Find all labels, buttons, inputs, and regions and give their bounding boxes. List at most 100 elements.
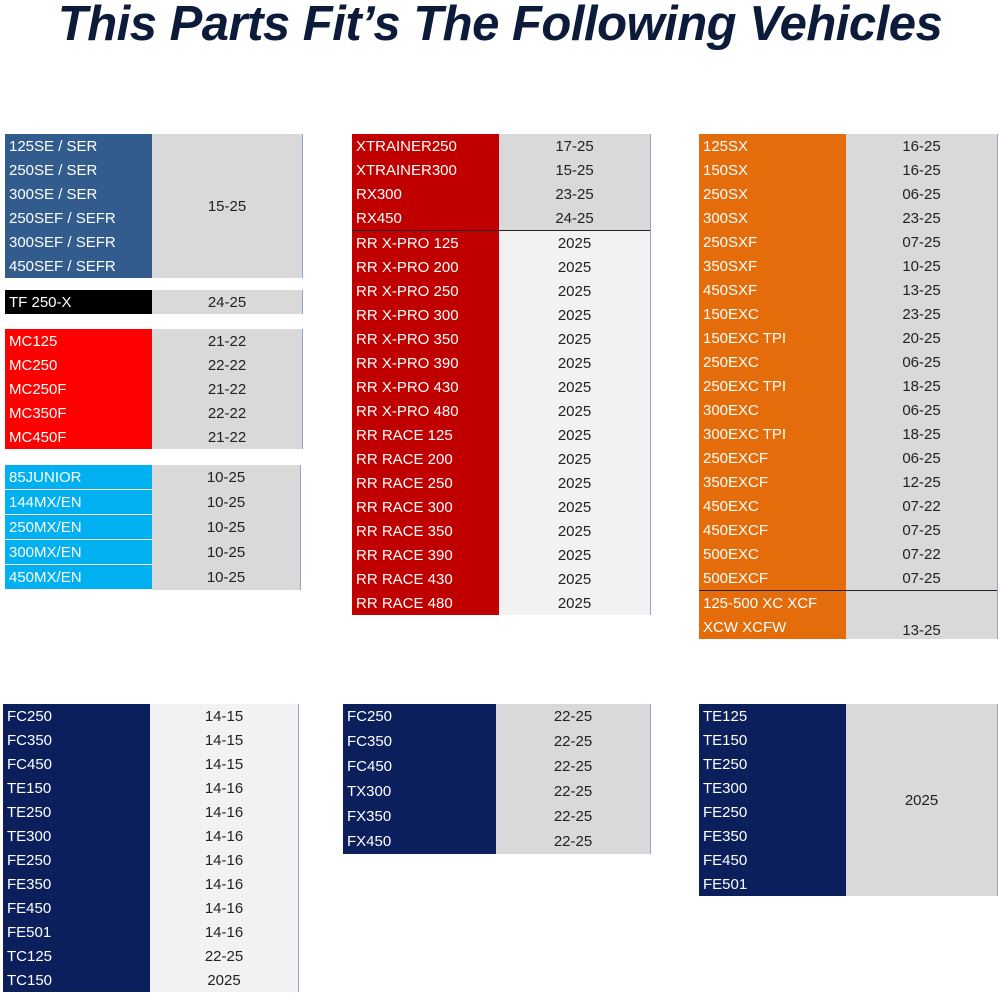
model-years: 21-22 [152,329,303,353]
vehicle-model: 250SE / SER [5,158,152,182]
vehicle-model: RR X-PRO 125 [352,230,499,255]
vehicle-model: TE300 [699,776,846,800]
fitment-table: XTRAINER250 17-25 XTRAINER300 15-25 RX300 23-… [352,134,651,615]
fitment-table: FC250 14-15 FC350 14-15 FC450 14-15 TE150 14-16… [3,704,299,992]
table-row: FC450 22-25 [343,754,651,779]
vehicle-model: 300SX [699,206,846,230]
model-years: 2025 [499,327,651,351]
table-row: RX450 24-25 [352,206,651,231]
model-years: 2025 [499,495,651,519]
table-row: 300SEF / SEFR [5,230,303,254]
vehicle-model: FE350 [3,872,150,896]
vehicle-model: RX300 [352,182,499,206]
table-row: 350EXCF 12-25 [699,470,998,494]
table-row: FC250 14-15 [3,704,299,728]
model-years: 10-25 [152,489,301,515]
model-years: 06-25 [846,350,998,374]
fitment-table: FC250 22-25 FC350 22-25 FC450 22-25 TX300 22-25… [343,704,651,854]
table-row: RR X-PRO 250 2025 [352,279,651,303]
vehicle-model: FC350 [343,729,496,754]
vehicle-model: FC450 [343,754,496,779]
model-years: 2025 [499,519,651,543]
model-years: 13-25 [846,278,998,302]
vehicle-model: FE501 [3,920,150,944]
table-row: XCW XCFW [699,615,998,639]
table-row: 450MX/EN 10-25 [5,564,301,590]
vehicle-model: RR X-PRO 250 [352,279,499,303]
vehicle-model: 250MX/EN [5,514,152,540]
model-years: 14-16 [150,848,299,872]
table-row: FE350 14-16 [3,872,299,896]
table-row: 150EXC TPI 20-25 [699,326,998,350]
table-row: 250SEF / SEFR [5,206,303,230]
table-row: XTRAINER300 15-25 [352,158,651,182]
vehicle-model: 250SXF [699,230,846,254]
table-row: RR RACE 390 2025 [352,543,651,567]
vehicle-model: TE150 [3,776,150,800]
vehicle-model: TE250 [699,752,846,776]
vehicle-model: 300SEF / SEFR [5,230,152,254]
table-row: TE300 14-16 [3,824,299,848]
vehicle-model: 450EXC [699,494,846,518]
vehicle-model: FC250 [343,704,496,729]
vehicle-model: TX300 [343,779,496,804]
model-years: 23-25 [846,302,998,326]
model-years: 07-25 [846,230,998,254]
table-row: RR X-PRO 200 2025 [352,255,651,279]
model-years: 22-22 [152,401,303,425]
model-years: 15-25 [499,158,651,182]
vehicle-model: 144MX/EN [5,489,152,515]
table-row: TE150 [699,728,998,752]
vehicle-model: XCW XCFW [699,615,846,639]
vehicle-model: 450SEF / SEFR [5,254,152,278]
page-title: This Parts Fit’s The Following Vehicles [57,0,943,51]
vehicle-model: RR X-PRO 350 [352,327,499,351]
table-row: 150SX 16-25 [699,158,998,182]
model-years: 2025 [499,279,651,303]
table-row: 250SXF 07-25 [699,230,998,254]
table-row: 350SXF 10-25 [699,254,998,278]
model-years: 2025 [499,255,651,279]
vehicle-model: 250EXC TPI [699,374,846,398]
vehicle-model: MC350F [5,401,152,425]
model-years: 14-15 [150,728,299,752]
model-years: 14-16 [150,800,299,824]
table-row: FC450 14-15 [3,752,299,776]
table-row: 300MX/EN 10-25 [5,539,301,565]
table-row: RX300 23-25 [352,182,651,206]
vehicle-model: 250EXC [699,350,846,374]
table-row: FC250 22-25 [343,704,651,729]
model-years: 21-22 [152,377,303,401]
model-years: 22-25 [496,754,651,779]
vehicle-model: TE250 [3,800,150,824]
fitment-table: TE125 2025 TE150 TE250 TE300 FE250 FE350 FE450 F… [699,704,998,896]
vehicle-model: 450MX/EN [5,564,152,590]
model-years: 22-25 [496,779,651,804]
table-row: MC250F 21-22 [5,377,303,401]
table-row: MC250 22-22 [5,353,303,377]
table-row: TX300 22-25 [343,779,651,804]
model-years: 10-25 [152,514,301,540]
table-row: 300SX 23-25 [699,206,998,230]
vehicle-model: 150EXC [699,302,846,326]
vehicle-model: TE300 [3,824,150,848]
fitment-table: 125SE / SER 15-25 250SE / SER 300SE / SER 25… [5,134,303,278]
vehicle-model: TF 250-X [5,290,152,314]
model-years: 06-25 [846,446,998,470]
model-years: 07-22 [846,494,998,518]
table-row: FE250 14-16 [3,848,299,872]
fitment-table: MC125 21-22 MC250 22-22 MC250F 21-22 MC350F 22-… [5,329,303,449]
vehicle-model: FE350 [699,824,846,848]
table-row: 125-500 XC XCF 13-25 [699,590,998,639]
model-years: 22-25 [496,804,651,829]
table-row: 450SEF / SEFR [5,254,303,278]
model-years: 07-25 [846,518,998,542]
vehicle-model: RR RACE 200 [352,447,499,471]
table-row: 250EXC 06-25 [699,350,998,374]
table-row: 150EXC 23-25 [699,302,998,326]
vehicle-model: 250SEF / SEFR [5,206,152,230]
table-row: FE250 [699,800,998,824]
table-row: 300EXC 06-25 [699,398,998,422]
table-row: 450EXCF 07-25 [699,518,998,542]
fitment-table: TF 250-X 24-25 [5,290,303,314]
